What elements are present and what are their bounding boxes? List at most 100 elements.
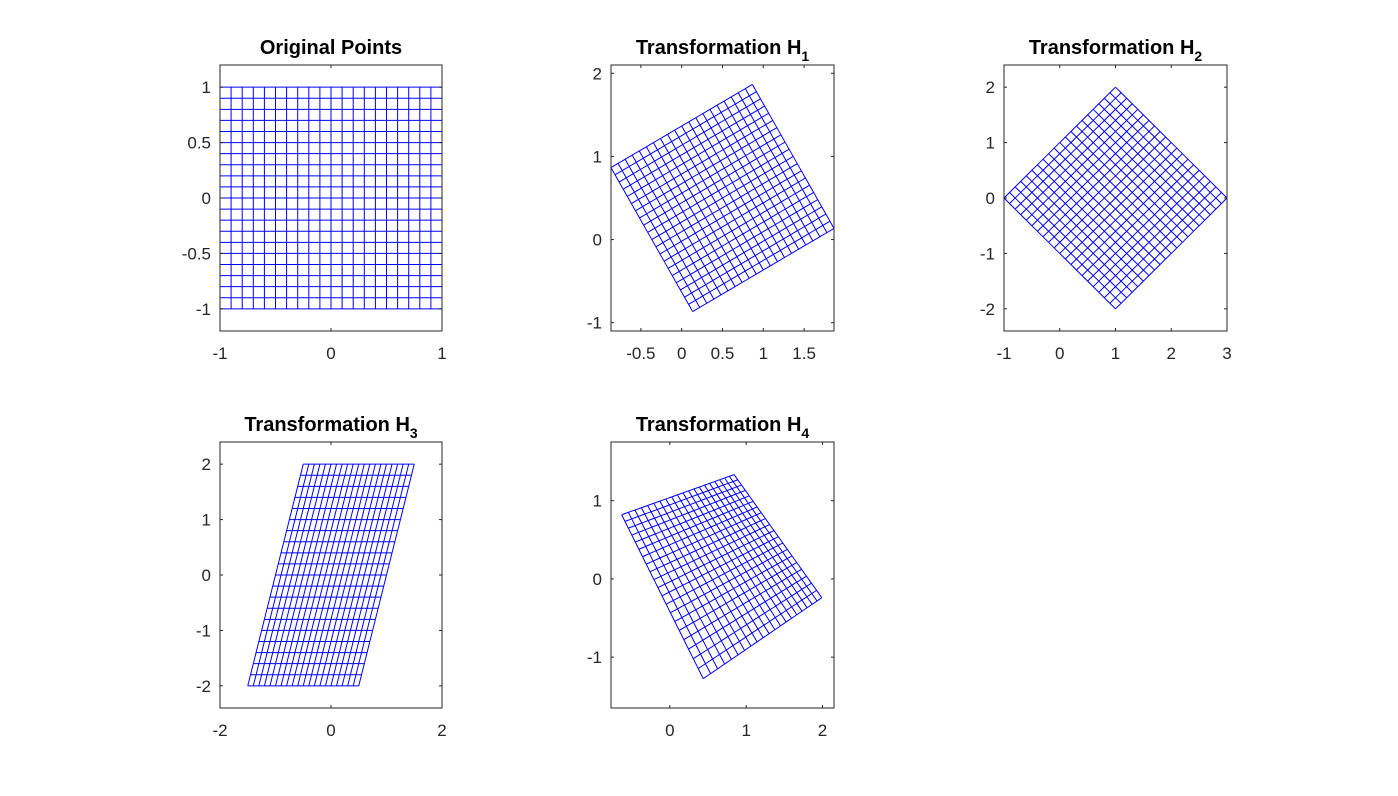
- y-tick-label: -2: [980, 300, 995, 319]
- transformed-grid: [621, 474, 823, 680]
- grid-row-line: [635, 495, 750, 543]
- grid-row-line: [1025, 108, 1139, 221]
- grid-column-line: [723, 100, 807, 246]
- x-tick-label: 0.5: [711, 344, 735, 363]
- transformed-grid: [220, 86, 442, 310]
- chart-title: Transformation H4: [636, 414, 810, 441]
- y-tick-label: -1: [196, 621, 211, 640]
- x-tick-label: 1: [759, 344, 768, 363]
- subplot-2: -0.5 0 0.5 1 1.5 2 1 0 -1 Transformation H1: [587, 37, 835, 363]
- grid-row-line: [1053, 136, 1167, 249]
- x-tick-label: 1: [437, 344, 446, 363]
- x-tick-label: 1: [1111, 344, 1120, 363]
- y-tick-label: 0.5: [187, 134, 211, 153]
- grid-row-line: [649, 518, 766, 573]
- grid-column-line: [347, 464, 404, 686]
- grid-row-line: [1004, 86, 1116, 199]
- x-tick-label: -0.5: [626, 344, 655, 363]
- grid-row-line: [639, 134, 782, 219]
- y-tick-label: 2: [593, 64, 602, 83]
- grid-row-line: [642, 506, 758, 558]
- grid-column-line: [302, 464, 360, 686]
- grid-column-line: [1109, 92, 1222, 204]
- y-tick-label: 0: [202, 189, 211, 208]
- axes-box: [610, 441, 835, 709]
- x-tick-label: 0: [677, 344, 686, 363]
- grid-column-line: [737, 92, 821, 237]
- y-tick-label: 1: [202, 78, 211, 97]
- x-tick-label: 1.5: [792, 344, 816, 363]
- x-tick-label: 0: [665, 721, 674, 740]
- grid-column-line: [695, 117, 778, 262]
- x-tick-label: -2: [212, 721, 227, 740]
- grid-column-line: [324, 464, 382, 686]
- y-tick-label: -2: [196, 677, 211, 696]
- y-tick-label: 2: [986, 78, 995, 97]
- grid-row-line: [635, 127, 778, 212]
- y-tick-label: 1: [202, 511, 211, 530]
- grid-column-line: [724, 477, 813, 605]
- grid-column-line: [358, 464, 415, 686]
- x-tick-label: 2: [818, 721, 827, 740]
- subplot-3: -1 0 1 2 3 2 1 0 -1 -2 Transformation H2: [980, 37, 1232, 363]
- grid-column-line: [716, 104, 800, 250]
- grid-column-line: [719, 479, 808, 608]
- grid-row-line: [643, 141, 786, 226]
- x-tick-label: -1: [212, 344, 227, 363]
- grid-row-line: [1048, 131, 1161, 243]
- grid-column-line: [1098, 103, 1211, 215]
- y-tick-label: -1: [587, 648, 602, 667]
- y-tick-label: 0: [986, 189, 995, 208]
- grid-column-line: [330, 464, 387, 686]
- grid-column-line: [336, 464, 393, 686]
- y-tick-label: 1: [593, 147, 602, 166]
- grid-row-line: [653, 524, 770, 581]
- grid-row-line: [627, 112, 769, 197]
- grid-column-line: [1092, 108, 1206, 221]
- grid-column-line: [1070, 131, 1183, 243]
- x-tick-label: 1: [741, 721, 750, 740]
- grid-row-line: [631, 120, 774, 205]
- grid-row-line: [1020, 103, 1133, 215]
- chart-title: Original Points: [260, 37, 402, 59]
- grid-column-line: [1064, 136, 1178, 249]
- grid-column-line: [1115, 86, 1227, 199]
- chart-title: Transformation H2: [1029, 37, 1203, 64]
- y-tick-label: 2: [202, 455, 211, 474]
- x-tick-label: 0: [326, 721, 335, 740]
- x-tick-label: 0: [326, 344, 335, 363]
- grid-column-line: [319, 464, 376, 686]
- grid-column-line: [352, 464, 410, 686]
- grid-column-line: [728, 476, 818, 602]
- y-tick-label: 0: [593, 570, 602, 589]
- grid-column-line: [698, 486, 787, 623]
- grid-column-line: [1103, 97, 1217, 210]
- grid-column-line: [313, 464, 371, 686]
- x-tick-label: 2: [1167, 344, 1176, 363]
- grid-column-line: [709, 483, 798, 616]
- grid-column-line: [682, 492, 770, 634]
- grid-column-line: [688, 490, 776, 630]
- x-tick-label: -1: [996, 344, 1011, 363]
- x-tick-label: 3: [1222, 344, 1231, 363]
- grid-column-line: [714, 481, 803, 612]
- grid-row-line: [624, 479, 738, 522]
- transformed-grid: [247, 463, 415, 687]
- transformed-grid: [1004, 86, 1227, 310]
- grid-column-line: [341, 464, 399, 686]
- chart-title: Transformation H1: [636, 37, 810, 64]
- grid-column-line: [1059, 142, 1172, 254]
- grid-column-line: [1081, 120, 1194, 232]
- grid-column-line: [744, 88, 828, 233]
- chart-title: Transformation H3: [244, 414, 418, 441]
- grid-row-line: [614, 91, 757, 176]
- y-tick-label: 0: [202, 566, 211, 585]
- grid-column-line: [733, 474, 823, 598]
- grid-column-line: [702, 113, 785, 258]
- subplot-1: -1 0 1 1 0.5 0 -0.5 -1 Original Points: [182, 37, 447, 363]
- transformed-grid: [611, 84, 834, 312]
- x-tick-label: 0: [1055, 344, 1064, 363]
- y-tick-label: -0.5: [182, 244, 211, 263]
- grid-row-line: [647, 148, 790, 233]
